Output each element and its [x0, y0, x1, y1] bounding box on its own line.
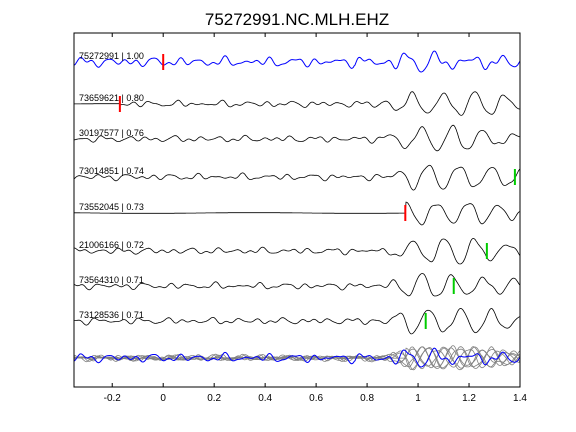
trace-line-1 — [74, 50, 520, 73]
trace-line-4 — [74, 164, 520, 191]
trace-label-1: 75272991 | 1.00 — [79, 51, 144, 61]
x-tick-label-7: 1 — [415, 393, 421, 404]
trace-line-8 — [74, 307, 520, 335]
trace-labels: 75272991 | 1.00 73659621 | 0.80 30197577 |… — [79, 51, 144, 320]
stack-trace-8 — [74, 346, 520, 370]
stack-reference-trace — [74, 347, 520, 368]
trace-line-6 — [74, 237, 520, 265]
x-tick-label-2: 0 — [160, 393, 166, 404]
x-tick-label-4: 0.4 — [258, 393, 272, 404]
x-tick-label-9: 1.4 — [513, 393, 527, 404]
stack-overlay — [74, 345, 520, 371]
trace-label-4: 73014851 | 0.74 — [79, 166, 144, 176]
x-tick-label-6: 0.8 — [360, 393, 374, 404]
stack-trace-4 — [74, 347, 520, 371]
trace-line-3 — [74, 124, 520, 152]
trace-line-5 — [74, 201, 520, 226]
x-axis: -0.2 0 0.2 0.4 0.6 0.8 1 1.2 1.4 — [104, 33, 527, 404]
chart-title: 75272991.NC.MLH.EHZ — [205, 10, 389, 29]
trace-label-5: 73552045 | 0.73 — [79, 202, 144, 212]
trace-line-2 — [74, 91, 520, 116]
stack-trace-6 — [74, 346, 520, 371]
x-tick-label-5: 0.6 — [309, 393, 323, 404]
trace-label-2: 73659621 | 0.80 — [79, 93, 144, 103]
trace-label-7: 73564310 | 0.71 — [79, 275, 144, 285]
trace-label-8: 73128536 | 0.71 — [79, 310, 144, 320]
picks-layer — [118, 54, 516, 329]
traces-layer — [74, 50, 520, 335]
x-tick-label-8: 1.2 — [462, 393, 476, 404]
trace-label-6: 21006166 | 0.72 — [79, 240, 144, 250]
x-tick-label-1: -0.2 — [104, 393, 122, 404]
trace-label-3: 30197577 | 0.76 — [79, 128, 144, 138]
plot-frame — [73, 32, 521, 388]
trace-line-7 — [74, 273, 520, 297]
x-tick-label-3: 0.2 — [207, 393, 221, 404]
